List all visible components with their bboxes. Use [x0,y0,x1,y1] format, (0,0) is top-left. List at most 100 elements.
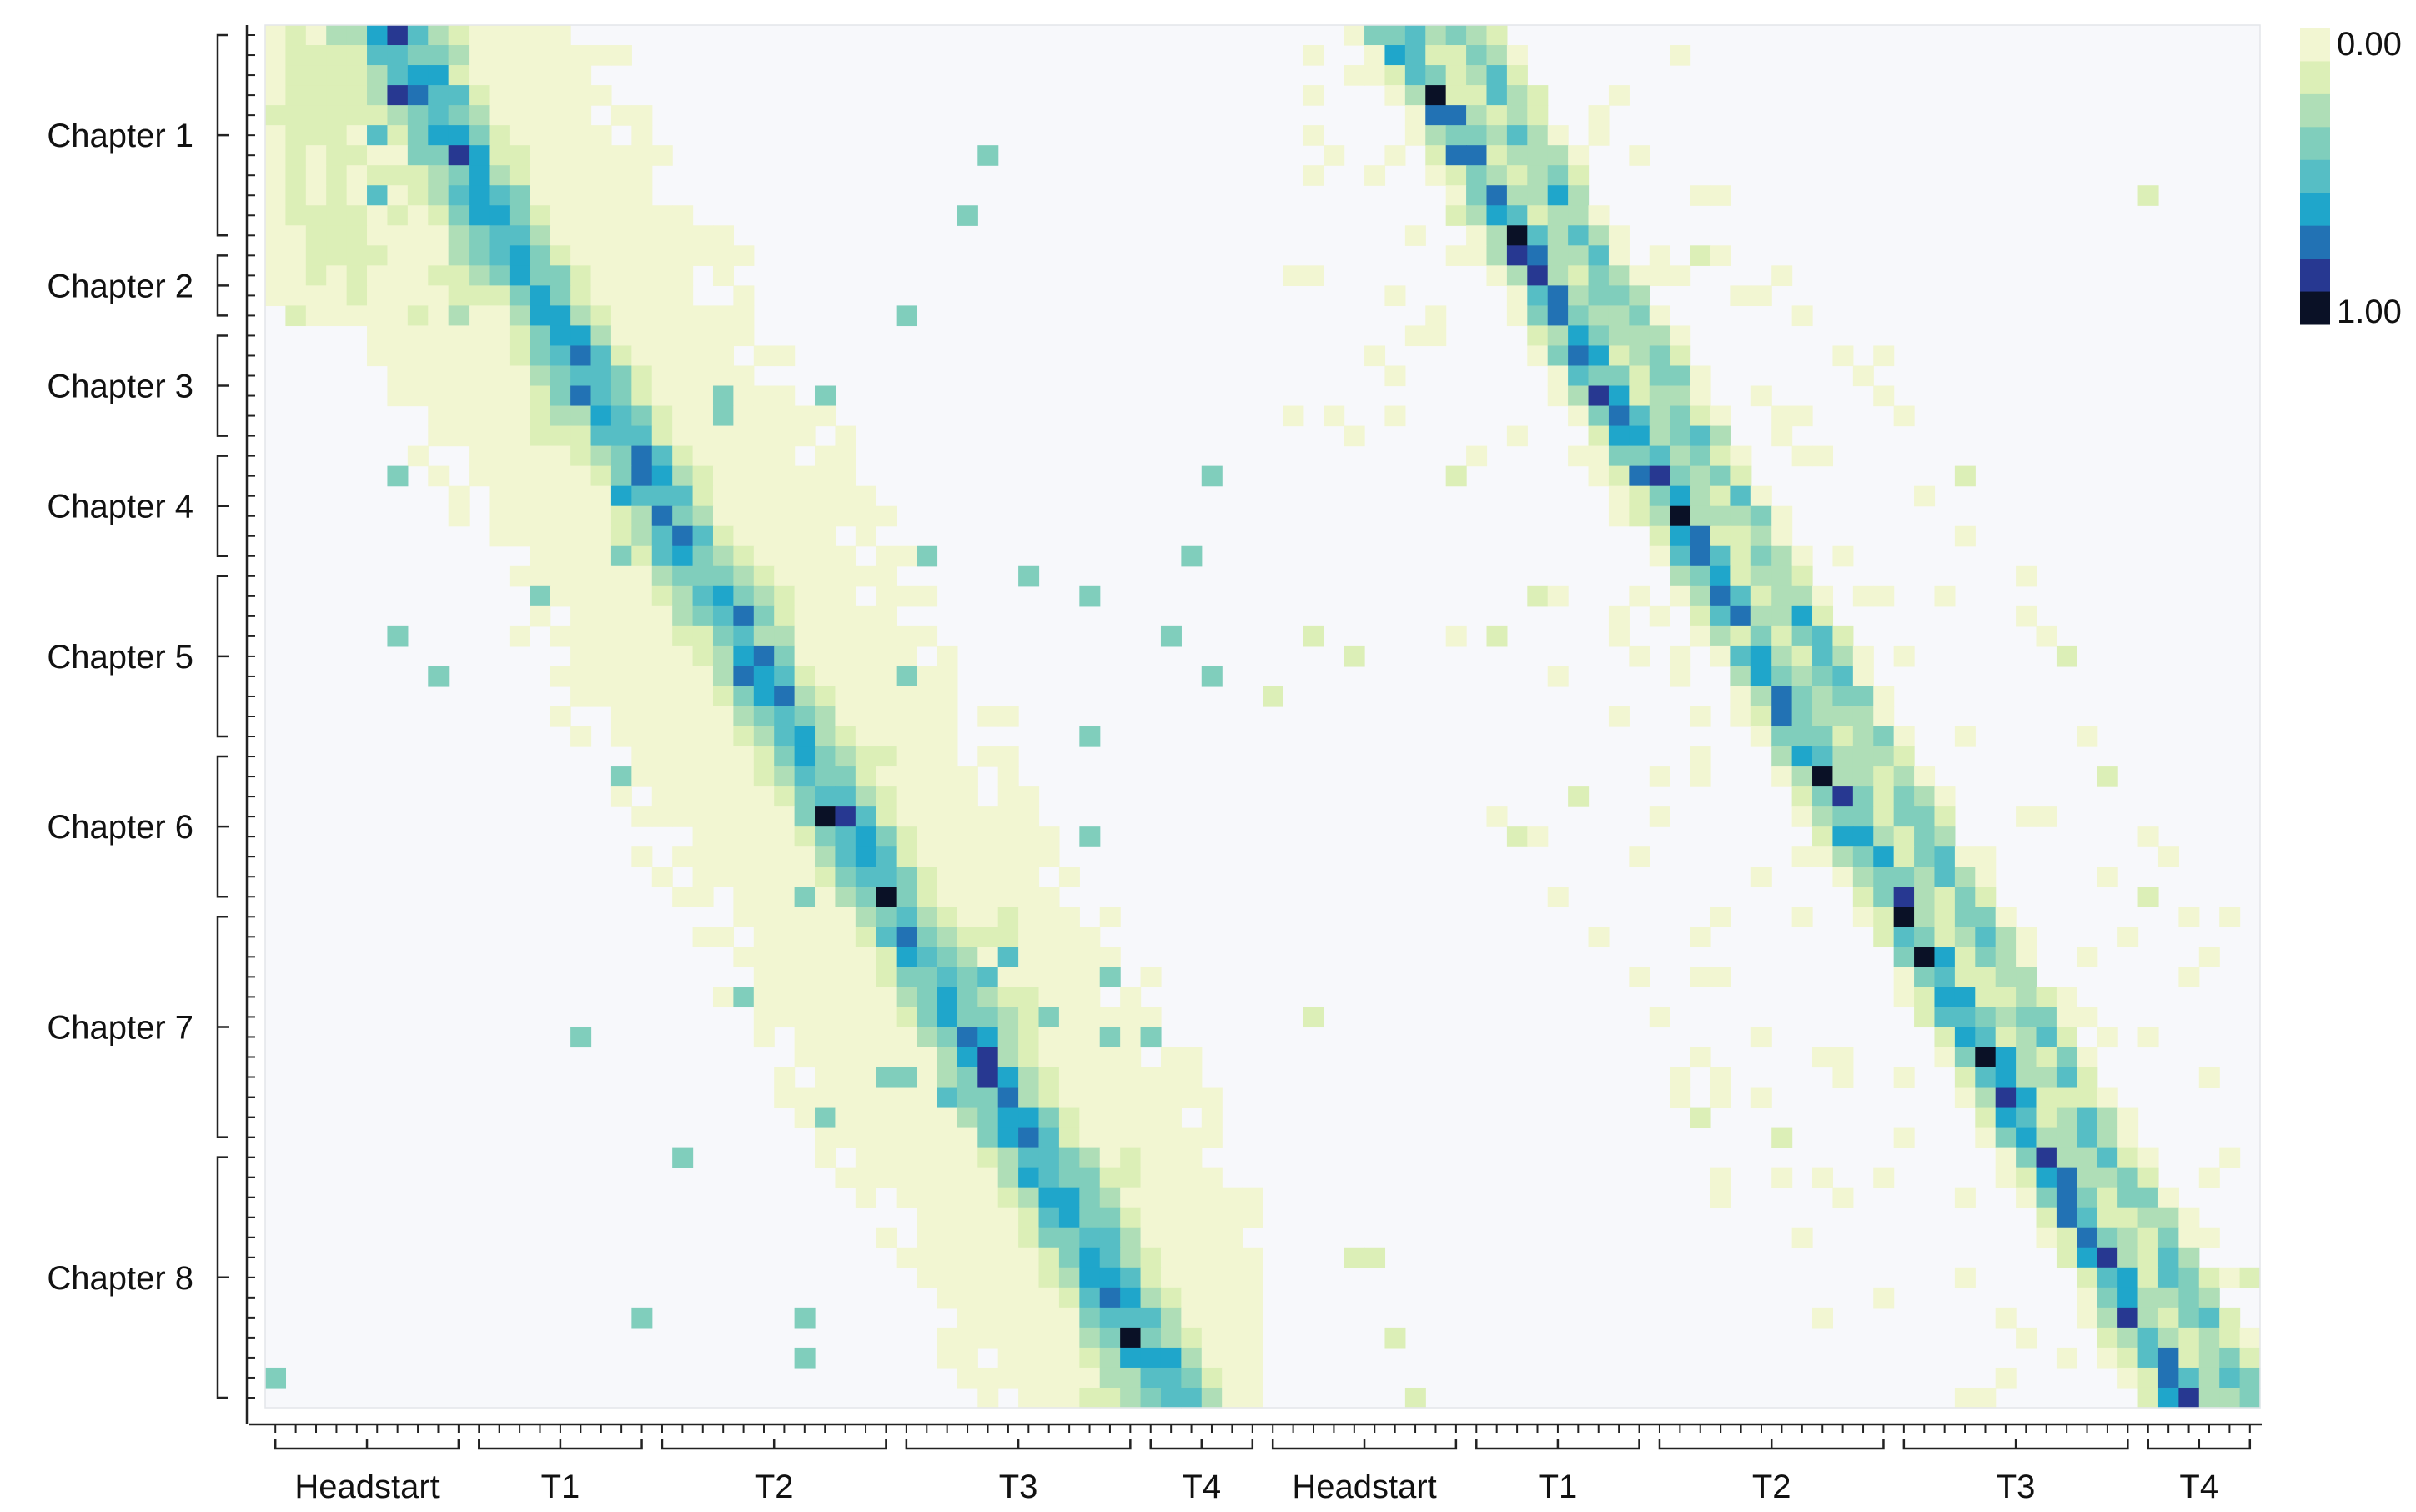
heatmap-cell [672,465,694,487]
heatmap-cell [1547,345,1569,367]
heatmap-cell [1750,385,1772,407]
heatmap-cell [957,1067,978,1088]
heatmap-cell [835,967,856,987]
heatmap-cell [651,766,673,787]
heatmap-cell [876,1067,897,1088]
heatmap-cell [2056,1027,2077,1048]
heatmap-cell [2056,1247,2077,1268]
heatmap-cell [590,165,612,186]
heatmap-cell [815,405,836,427]
heatmap-cell [1975,846,1997,867]
heatmap-cell [570,465,592,487]
heatmap-cell [489,105,510,126]
heatmap-cell [1099,1187,1121,1208]
heatmap-cell [1527,345,1549,367]
heatmap-cell [1710,465,1731,487]
heatmap-cell [977,1027,999,1048]
heatmap-cell [2198,1367,2220,1389]
heatmap-cell [1588,285,1610,307]
heatmap-cell [896,686,917,707]
heatmap-cell [428,265,450,286]
heatmap-cell [1140,1367,1162,1389]
heatmap-cell [2097,1287,2118,1309]
heatmap-cell [1079,987,1101,1008]
heatmap-cell [590,305,612,327]
heatmap-cell [855,766,876,787]
heatmap-cell [428,105,450,126]
heatmap-cell [1547,185,1569,206]
heatmap-cell [631,285,653,307]
heatmap-cell [550,365,571,387]
heatmap-cell [1344,645,1365,667]
heatmap-cell [815,806,836,827]
heatmap-cell [1975,867,1997,887]
heatmap-cell [672,666,694,687]
heatmap-cell [1629,846,1650,867]
heatmap-cell [509,85,530,106]
heatmap-cell [2198,1327,2220,1349]
heatmap-cell [855,867,876,887]
heatmap-cell [1914,987,1936,1008]
heatmap-cell [876,666,897,687]
heatmap-cell [1812,826,1834,847]
heatmap-cell [855,967,876,987]
heatmap-cell [957,1307,978,1329]
heatmap-cell [917,1147,938,1168]
heatmap-cell [651,485,673,507]
heatmap-cell [753,445,775,467]
heatmap-cell [1506,45,1528,66]
heatmap-cell [631,125,653,146]
heatmap-cell [977,1087,999,1108]
heatmap-cell [1954,1027,1976,1048]
heatmap-cell [753,967,775,987]
heatmap-cell [876,786,897,807]
heatmap-cell [1547,887,1569,907]
heatmap-cell [1547,125,1569,146]
heatmap-cell [305,125,327,146]
heatmap-cell [1527,826,1549,847]
heatmap-cell [2117,1307,2139,1329]
heatmap-cell [1018,1367,1040,1389]
heatmap-cell [489,505,510,527]
heatmap-cell [1079,1147,1101,1168]
heatmap-cell [1201,1347,1223,1369]
heatmap-cell [1750,666,1772,687]
heatmap-cell [570,565,592,587]
heatmap-cell [428,45,450,66]
heatmap-cell [2016,967,2037,987]
heatmap-cell [1018,1387,1040,1409]
heatmap-cell [1670,265,1691,286]
heatmap-cell [1018,867,1040,887]
heatmap-cell [2016,1087,2037,1108]
heatmap-cell [1893,786,1915,807]
heatmap-cell [469,385,490,407]
heatmap-cell [1852,726,1874,747]
heatmap-cell [1222,1267,1243,1288]
heatmap-cell [1730,706,1752,727]
heatmap-cell [367,165,389,186]
heatmap-cell [1181,1267,1203,1288]
heatmap-cell [1730,445,1752,467]
heatmap-cell [917,987,938,1008]
heatmap-cell [917,585,938,607]
heatmap-cell [1058,1007,1080,1028]
heatmap-cell [610,525,632,547]
heatmap-cell [610,605,632,627]
heatmap-cell [428,465,450,487]
heatmap-cell [2178,1307,2200,1329]
heatmap-cell [1730,686,1752,707]
heatmap-cell [1222,1387,1243,1409]
heatmap-cell [631,185,653,206]
heatmap-cell [957,1127,978,1148]
heatmap-cell [1914,846,1936,867]
heatmap-cell [610,145,632,166]
heatmap-cell [733,565,755,587]
heatmap-cell [326,85,348,106]
heatmap-cell [1934,927,1956,947]
heatmap-cell [712,585,734,607]
heatmap-cell [774,505,796,527]
heatmap-cell [2016,1007,2037,1028]
heatmap-cell [570,265,592,286]
heatmap-cell [2077,1047,2098,1068]
heatmap-cell [2219,1267,2241,1288]
